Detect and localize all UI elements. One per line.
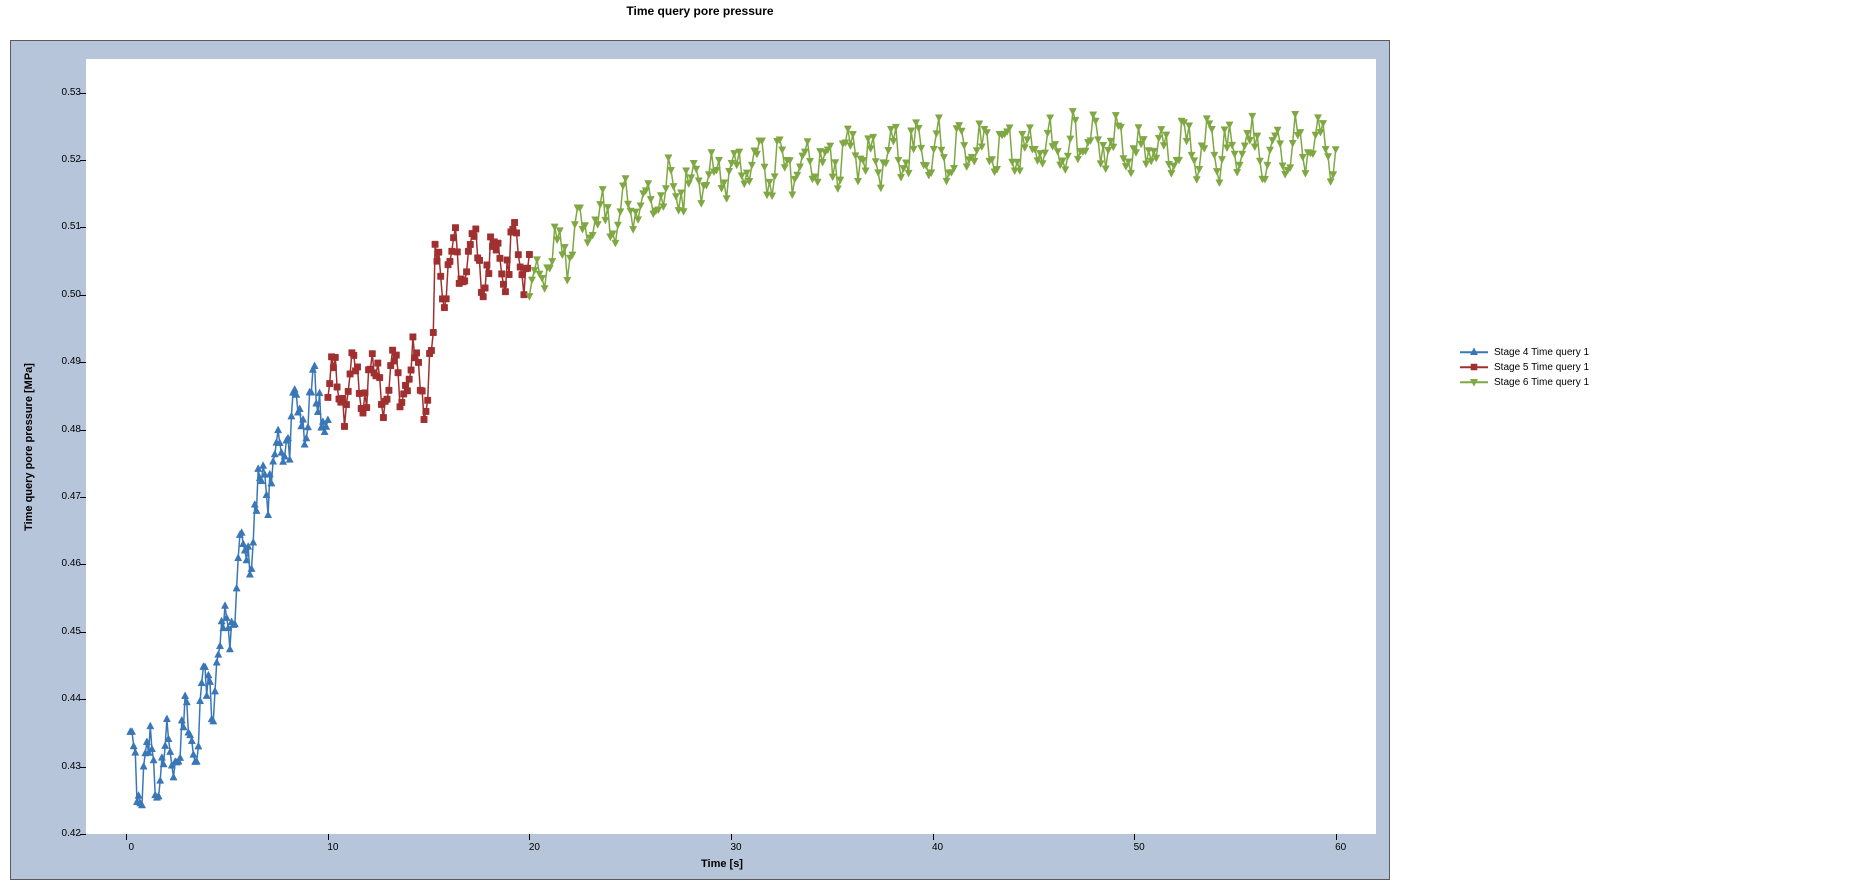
legend-label: Stage 5 Time query 1	[1494, 362, 1589, 373]
legend-item: Stage 6 Time query 1	[1460, 375, 1589, 389]
x-tick-label: 60	[1326, 842, 1356, 853]
y-tick-label: 0.47	[41, 491, 81, 502]
legend-item: Stage 4 Time query 1	[1460, 345, 1589, 359]
legend-label: Stage 4 Time query 1	[1494, 347, 1589, 358]
y-tick-label: 0.42	[41, 828, 81, 839]
plot-svg	[86, 59, 1376, 834]
chart-frame: Time query pore pressure [MPa] Time [s] …	[10, 40, 1390, 880]
y-axis-label: Time query pore pressure [MPa]	[23, 363, 35, 531]
legend-swatch	[1460, 361, 1488, 373]
y-tick-label: 0.46	[41, 558, 81, 569]
x-tick-label: 50	[1124, 842, 1154, 853]
y-tick-label: 0.43	[41, 761, 81, 772]
y-tick-label: 0.50	[41, 289, 81, 300]
y-tick-label: 0.49	[41, 356, 81, 367]
plot-area	[86, 59, 1376, 834]
x-axis-label: Time [s]	[701, 858, 743, 870]
chart-container: Time query pore pressure Time query pore…	[0, 0, 1849, 890]
legend-swatch	[1460, 376, 1488, 388]
legend-swatch	[1460, 346, 1488, 358]
y-tick-label: 0.51	[41, 221, 81, 232]
legend: Stage 4 Time query 1 Stage 5 Time query 1…	[1460, 345, 1589, 390]
y-tick-label: 0.48	[41, 424, 81, 435]
chart-title: Time query pore pressure	[0, 4, 1400, 18]
y-tick-label: 0.45	[41, 626, 81, 637]
y-tick-label: 0.44	[41, 693, 81, 704]
legend-item: Stage 5 Time query 1	[1460, 360, 1589, 374]
y-tick-label: 0.52	[41, 154, 81, 165]
x-tick-label: 20	[519, 842, 549, 853]
y-tick-label: 0.53	[41, 87, 81, 98]
x-tick-label: 10	[318, 842, 348, 853]
x-tick-label: 30	[721, 842, 751, 853]
x-tick-label: 40	[923, 842, 953, 853]
legend-label: Stage 6 Time query 1	[1494, 377, 1589, 388]
x-tick-label: 0	[116, 842, 146, 853]
